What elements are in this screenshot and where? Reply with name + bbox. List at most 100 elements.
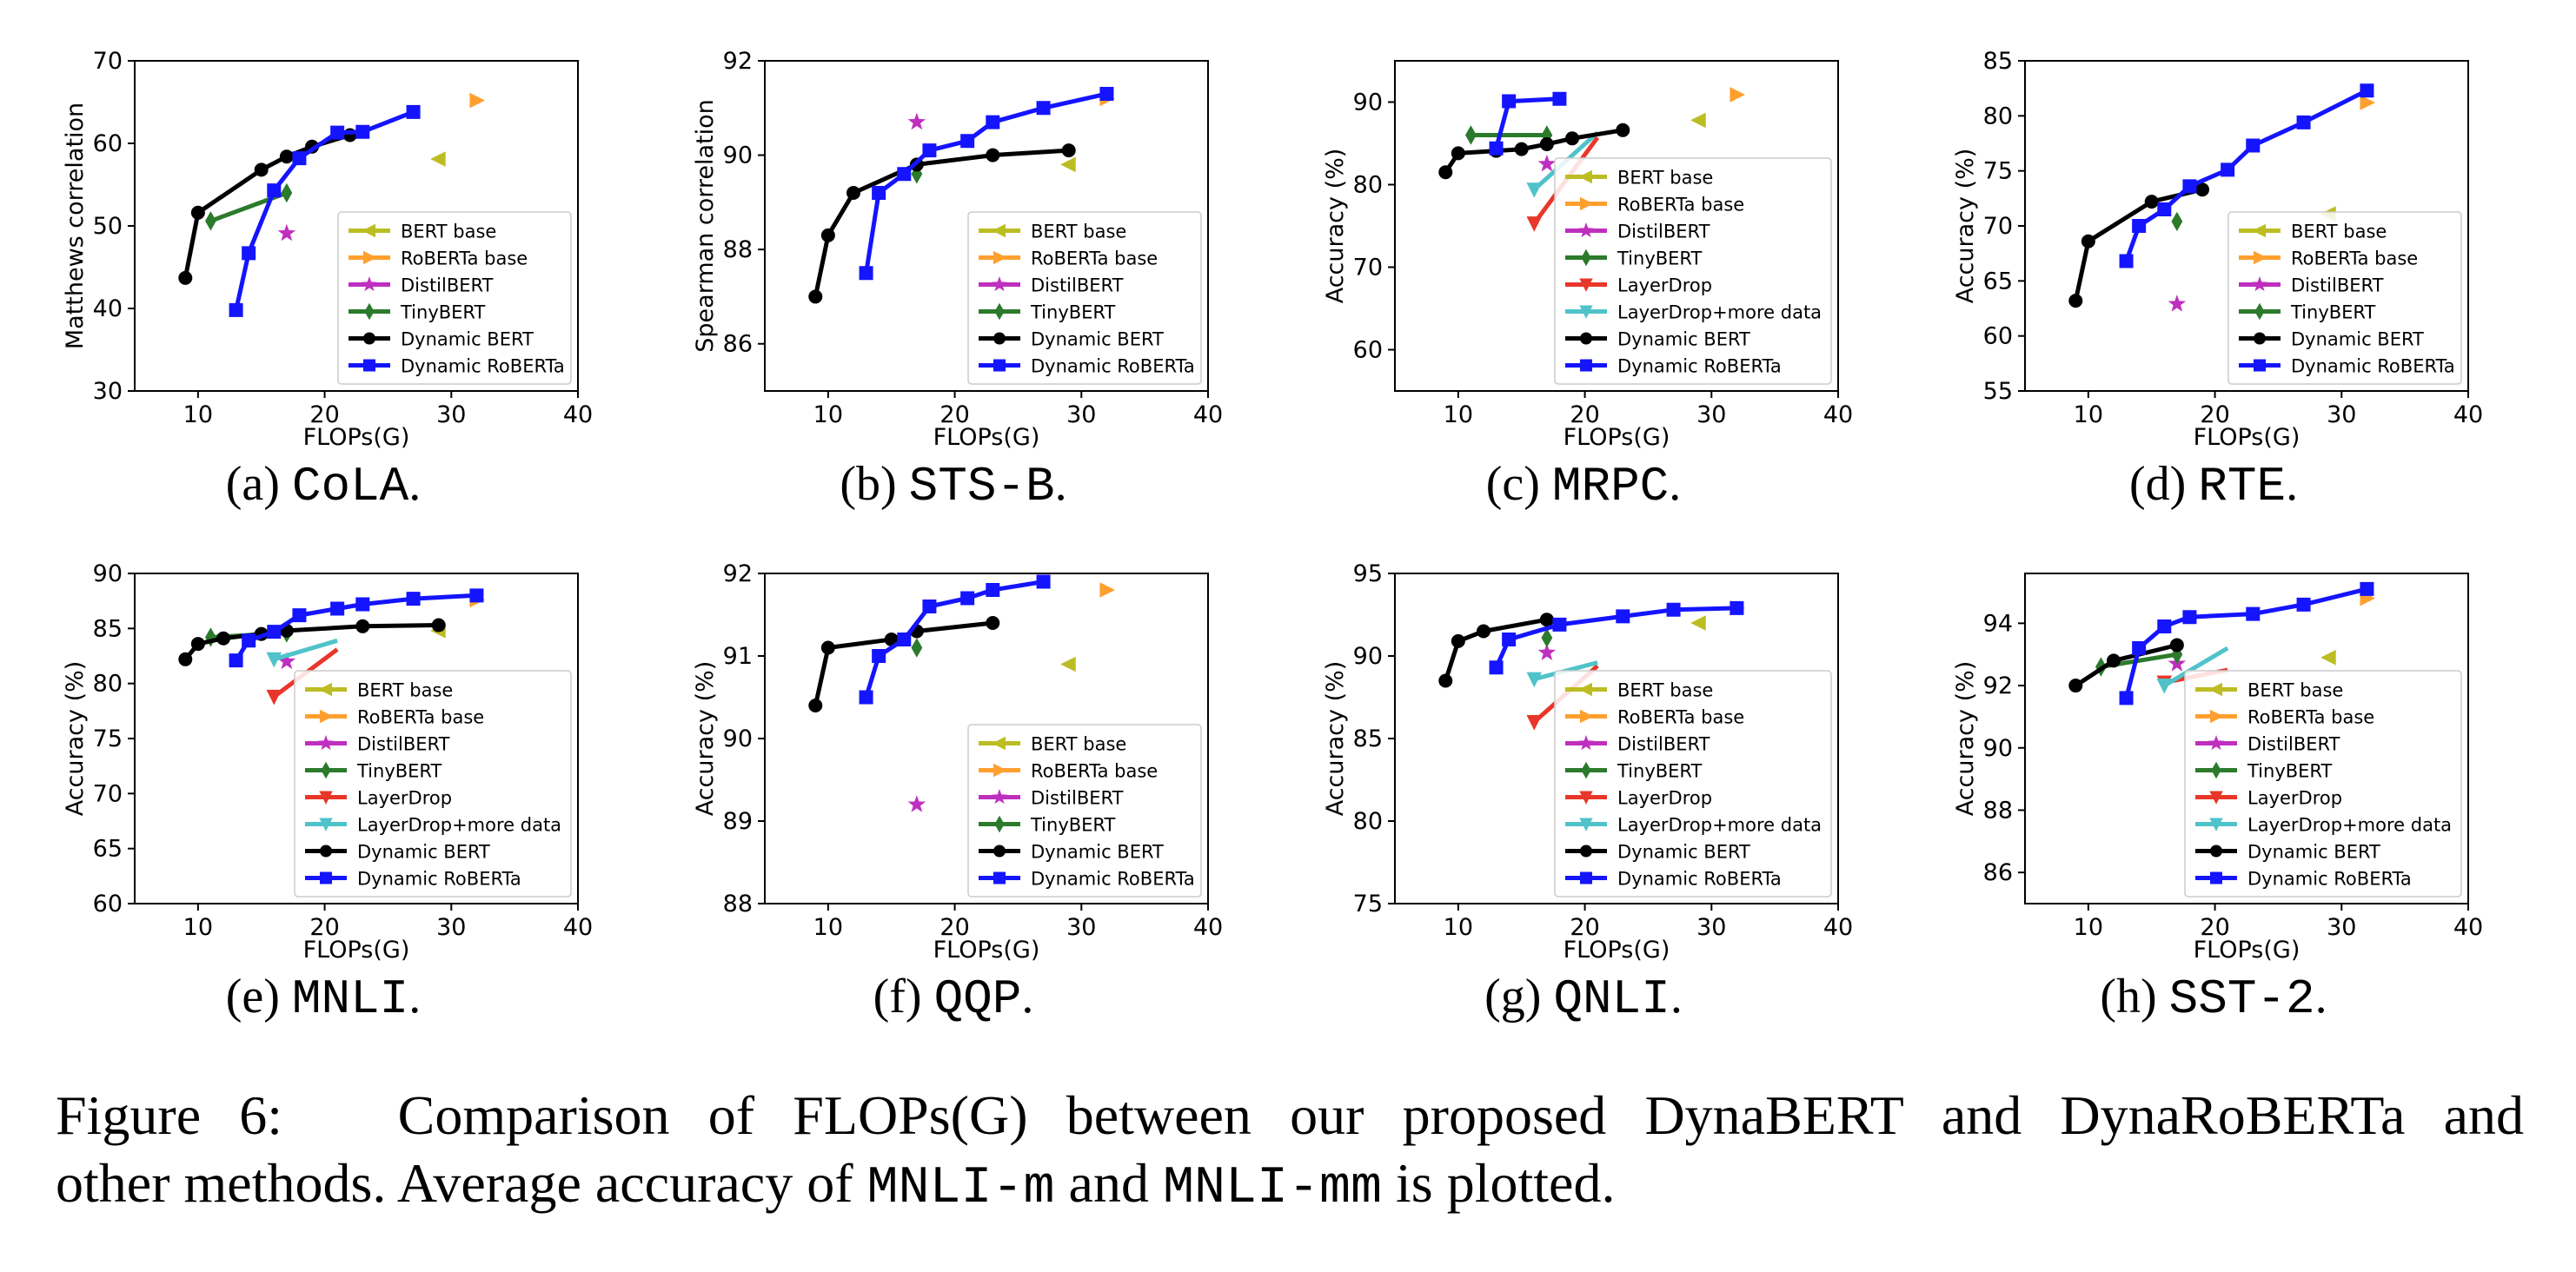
point-dynamic_roberta: [406, 104, 421, 119]
point-dynamic_bert: [1616, 123, 1630, 137]
legend-marker: [2211, 761, 2221, 779]
point-dynamic_bert: [216, 631, 230, 646]
legend-item-dynamic_bert: Dynamic BERT: [305, 842, 490, 863]
legend-marker: [992, 276, 1007, 292]
legend-item-dynamic_roberta: Dynamic RoBERTa: [305, 869, 521, 890]
point-dynamic_roberta: [2157, 202, 2172, 216]
y-tick-label: 60: [1983, 323, 2013, 350]
point-layerdrop_more: [1526, 182, 1543, 198]
y-tick-label: 80: [1983, 103, 2013, 129]
legend-item-distilbert: DistilBERT: [1565, 222, 1710, 242]
legend-marker: [1578, 735, 1594, 751]
point-dynamic_bert: [1539, 136, 1554, 151]
legend-marker: [1579, 791, 1593, 805]
series-dynamic_bert: [178, 618, 446, 666]
legend-label: LayerDrop+more data: [1617, 302, 1822, 323]
x-tick-label: 40: [563, 914, 593, 941]
point-dynamic_roberta: [859, 266, 873, 281]
point-dynamic_roberta: [469, 588, 484, 603]
y-tick-label: 75: [1983, 158, 2013, 185]
point-distilbert: [907, 795, 926, 812]
legend-marker: [2210, 845, 2222, 858]
y-tick-label: 88: [723, 236, 753, 263]
y-tick-label: 30: [93, 378, 123, 405]
plot-area: [178, 92, 486, 317]
series-layerdrop_more: [266, 638, 338, 668]
point-dynamic_bert: [2068, 294, 2083, 308]
legend-item-layerdrop_more: LayerDrop+more data: [1565, 302, 1822, 323]
legend-marker: [321, 761, 331, 779]
x-axis-label: FLOPs(G): [1564, 424, 1670, 451]
point-distilbert: [907, 112, 926, 130]
legend-marker: [2209, 818, 2223, 831]
legend-label: Dynamic RoBERTa: [1617, 869, 1782, 890]
series-distilbert: [1537, 643, 1557, 660]
point-dynamic_roberta: [2246, 138, 2261, 153]
plot-area: [808, 574, 1116, 812]
y-axis-label: Accuracy (%): [1322, 149, 1349, 304]
legend-box: [2227, 211, 2462, 385]
legend-marker: [1579, 305, 1593, 319]
legend-item-tinybert: TinyBERT: [1565, 248, 1702, 269]
point-dynamic_roberta: [2157, 619, 2172, 633]
point-dynamic_roberta: [355, 124, 370, 139]
point-layerdrop_more: [1526, 672, 1543, 688]
legend-item-dynamic_bert: Dynamic BERT: [1565, 329, 1750, 350]
point-dynamic_roberta: [355, 597, 370, 612]
point-dynamic_bert: [1565, 131, 1579, 146]
legend-marker: [363, 250, 377, 265]
x-tick-label: 20: [939, 401, 969, 428]
legend-label: Dynamic RoBERTa: [1031, 869, 1195, 890]
x-tick-label: 20: [309, 914, 339, 941]
point-dynamic_roberta: [897, 167, 912, 182]
legend-marker: [993, 250, 1007, 265]
legend-item-roberta_base: RoBERTa base: [349, 248, 528, 269]
legend-item-distilbert: DistilBERT: [1565, 734, 1710, 755]
y-axis-label: Spearman correlation: [692, 99, 719, 352]
legend-marker: [2208, 735, 2224, 751]
legend-label: RoBERTa base: [1617, 707, 1744, 728]
legend-marker: [363, 332, 375, 345]
point-dynamic_bert: [355, 619, 370, 633]
legend-item-dynamic_roberta: Dynamic RoBERTa: [2195, 869, 2412, 890]
x-tick-label: 20: [1570, 914, 1599, 941]
chart-rte: 10 20 30 40 55 60 65 70 75 80 85 FLOPs(G) Accuracy (…: [1952, 48, 2483, 451]
subcaption-dot: .: [1669, 457, 1682, 511]
y-tick-label: 85: [93, 615, 123, 642]
legend-item-bert_base: BERT base: [1565, 168, 1713, 189]
caption-line-1: Figure 6: Comparison of FLOPs(G) between…: [56, 1082, 2524, 1149]
legend-marker: [2209, 791, 2223, 805]
legend-marker: [993, 763, 1007, 778]
legend: BERT base RoBERTa base DistilBERT TinyBERT L…: [2184, 670, 2462, 898]
legend-marker: [364, 302, 375, 321]
point-dynamic_roberta: [1502, 94, 1517, 109]
point-dynamic_bert: [2107, 653, 2121, 668]
subcaption-cola: (a) CoLA.: [10, 456, 636, 514]
point-dynamic_roberta: [1616, 609, 1630, 624]
point-dynamic_bert: [986, 616, 1000, 630]
point-dynamic_roberta: [2132, 641, 2147, 656]
legend-item-bert_base: BERT base: [2239, 222, 2387, 242]
point-tinybert: [1465, 125, 1477, 145]
point-tinybert: [1541, 627, 1553, 648]
x-tick-label: 30: [436, 401, 466, 428]
legend-item-layerdrop_more: LayerDrop+more data: [2195, 815, 2452, 836]
legend-label: DistilBERT: [401, 275, 494, 296]
series-dynamic_bert: [808, 616, 1000, 712]
series-line-tinybert: [209, 190, 288, 223]
subcaption-sst2: (h) SST-2.: [1901, 969, 2526, 1027]
series-tinybert: [1465, 125, 1553, 145]
x-tick-label: 40: [1193, 914, 1223, 941]
series-bert_base: [1690, 615, 1706, 631]
legend-item-roberta_base: RoBERTa base: [979, 248, 1158, 269]
point-dynamic_roberta: [1502, 633, 1517, 646]
y-tick-label: 70: [93, 48, 123, 75]
legend-label: RoBERTa base: [2247, 707, 2374, 728]
x-tick-label: 10: [1444, 401, 1473, 428]
subcaption-name: RTE: [2198, 459, 2287, 514]
series-line-layerdrop_more: [2163, 646, 2229, 688]
subcaption-letter: (b): [840, 457, 909, 511]
legend-item-roberta_base: RoBERTa base: [1565, 195, 1744, 215]
legend-item-layerdrop: LayerDrop: [2195, 788, 2342, 809]
